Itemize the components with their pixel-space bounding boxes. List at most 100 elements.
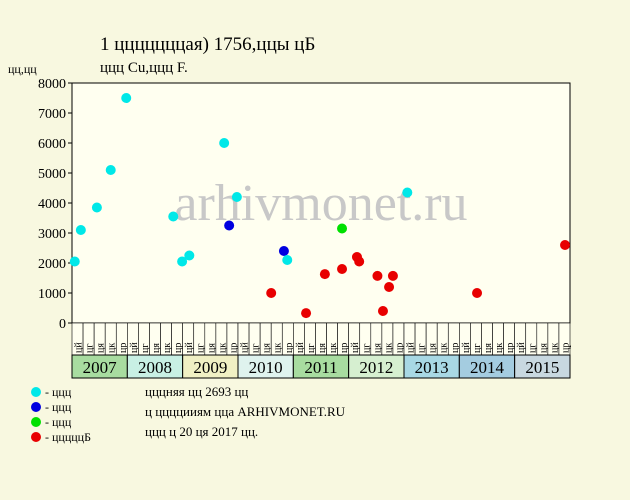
plot-area	[71, 82, 571, 324]
x-sub-label: цк	[439, 343, 450, 353]
point	[384, 282, 395, 292]
x-sub-label: цг	[361, 344, 372, 353]
point	[377, 306, 388, 316]
y-tick-label: 5000	[38, 167, 66, 182]
x-sub-label: цр	[339, 343, 350, 353]
x-sub-label: цк	[107, 343, 118, 353]
point	[121, 93, 132, 103]
x-sub-label: ця	[151, 343, 162, 353]
y-tick-label: 1000	[38, 287, 66, 302]
x-sub-label: ця	[96, 343, 107, 353]
x-sub-label: цй	[74, 342, 85, 353]
point	[337, 223, 348, 234]
year-label: 2015	[525, 358, 559, 377]
point	[301, 308, 312, 319]
x-sub-label: цй	[461, 342, 472, 353]
x-sub-label: цй	[516, 342, 527, 353]
y-tick-label: 0	[59, 317, 66, 332]
year-label: 2010	[249, 358, 283, 377]
legend-label: - ццц	[45, 415, 72, 429]
legend-label: - ццц	[45, 400, 72, 414]
x-sub-label: цй	[406, 342, 417, 353]
x-sub-label: цк	[217, 343, 228, 353]
x-sub-label: цг	[251, 344, 262, 353]
note: ццц ц 20 ця 2017 цц.	[145, 424, 258, 439]
year-label: 2007	[83, 358, 118, 377]
x-sub-label: цг	[195, 344, 206, 353]
year-label: 2013	[415, 358, 449, 377]
x-sub-label: цк	[494, 343, 505, 353]
x-sub-label: ця	[206, 343, 217, 353]
point	[560, 240, 571, 250]
point	[184, 250, 195, 261]
x-sub-label: цк	[328, 343, 339, 353]
note: ц ццццииям цца ARHIVMONET.RU	[145, 404, 346, 419]
point	[337, 264, 348, 274]
point	[168, 211, 179, 222]
point	[402, 187, 413, 198]
year-label: 2012	[359, 358, 393, 377]
point	[387, 270, 398, 281]
x-sub-label: цй	[129, 342, 140, 353]
legend-label: - ццц	[45, 385, 72, 399]
point	[177, 256, 188, 267]
y-tick-label: 2000	[38, 257, 66, 272]
legend-marker	[31, 432, 41, 442]
x-sub-label: ця	[262, 343, 273, 353]
note: цццняя цц 2693 цц	[145, 384, 248, 399]
y-tick-label: 3000	[38, 227, 66, 242]
x-sub-label: цр	[450, 343, 461, 353]
x-sub-label: цй	[184, 342, 195, 353]
point	[224, 220, 235, 231]
x-sub-label: цг	[140, 344, 151, 353]
point	[69, 256, 80, 267]
y-tick-label: 8000	[38, 77, 66, 92]
legend-label: - цццццБ	[45, 430, 91, 444]
x-sub-label: цр	[118, 343, 129, 353]
x-sub-label: цк	[383, 343, 394, 353]
x-sub-label: цг	[85, 344, 96, 353]
point	[278, 246, 289, 256]
point	[231, 192, 242, 202]
point	[472, 288, 483, 298]
x-sub-label: ця	[428, 343, 439, 353]
year-label: 2014	[470, 358, 505, 377]
x-sub-label: цр	[560, 343, 571, 353]
x-sub-label: цр	[284, 343, 295, 353]
point	[319, 269, 330, 280]
x-sub-label: ця	[538, 343, 549, 353]
watermark: arhivmonet.ru	[174, 175, 467, 232]
x-sub-label: цк	[162, 343, 173, 353]
x-sub-label: цк	[549, 343, 560, 353]
chart-title: 1 цццццццая) 1756,ццы цБ	[100, 34, 315, 55]
y-axis-label: цц,цц	[8, 62, 37, 76]
y-tick-label: 6000	[38, 137, 66, 152]
point	[75, 225, 86, 235]
x-sub-label: цй	[240, 342, 251, 353]
x-sub-label: цг	[306, 344, 317, 353]
year-label: 2009	[193, 358, 227, 377]
x-sub-label: цг	[417, 344, 428, 353]
year-cell	[514, 354, 571, 379]
point	[219, 138, 230, 148]
point	[282, 255, 293, 265]
point	[105, 165, 116, 175]
x-sub-label: цр	[173, 343, 184, 353]
y-tick-label: 4000	[38, 197, 66, 212]
x-sub-label: цг	[527, 344, 538, 353]
year-label: 2011	[304, 358, 337, 377]
y-tick-label: 7000	[38, 107, 66, 122]
point	[266, 288, 277, 298]
x-sub-label: цй	[295, 342, 306, 353]
legend-marker	[31, 387, 41, 397]
legend-marker	[31, 417, 41, 427]
point	[372, 270, 383, 281]
x-sub-label: ця	[483, 343, 494, 353]
x-sub-label: цк	[273, 343, 284, 353]
year-label: 2008	[138, 358, 172, 377]
x-sub-label: цй	[350, 342, 361, 353]
x-sub-label: цр	[394, 343, 405, 353]
x-sub-label: ця	[317, 343, 328, 353]
point	[91, 202, 102, 213]
